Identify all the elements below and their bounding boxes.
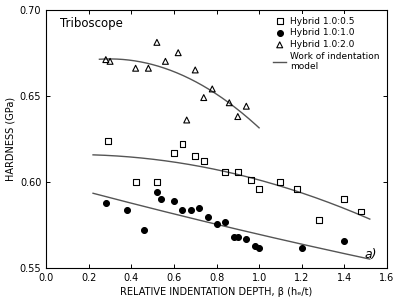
Hybrid 1.0:2.0 <box>192 68 198 72</box>
Hybrid 1.0:1.0 <box>188 207 194 212</box>
Hybrid 1.0:0.5 <box>358 209 364 214</box>
Hybrid 1.0:1.0 <box>171 199 177 204</box>
Hybrid 1.0:2.0 <box>154 40 160 45</box>
Hybrid 1.0:1.0 <box>103 200 109 205</box>
Hybrid 1.0:0.5 <box>316 218 322 222</box>
Hybrid 1.0:2.0 <box>226 100 232 105</box>
Hybrid 1.0:0.5 <box>179 142 186 147</box>
Hybrid 1.0:1.0 <box>341 238 348 243</box>
Hybrid 1.0:1.0 <box>230 235 237 240</box>
Hybrid 1.0:1.0 <box>235 235 241 240</box>
Hybrid 1.0:0.5 <box>341 197 348 202</box>
X-axis label: RELATIVE INDENTATION DEPTH, β (hₑ/t): RELATIVE INDENTATION DEPTH, β (hₑ/t) <box>120 288 313 298</box>
Hybrid 1.0:1.0 <box>141 228 147 233</box>
Hybrid 1.0:1.0 <box>222 219 228 224</box>
Hybrid 1.0:0.5 <box>256 187 262 191</box>
Hybrid 1.0:0.5 <box>235 169 241 174</box>
Hybrid 1.0:2.0 <box>107 59 113 64</box>
Hybrid 1.0:0.5 <box>294 187 301 191</box>
Hybrid 1.0:2.0 <box>132 66 139 71</box>
Hybrid 1.0:0.5 <box>247 178 254 183</box>
Hybrid 1.0:2.0 <box>235 114 241 119</box>
Hybrid 1.0:0.5 <box>222 169 228 174</box>
Hybrid 1.0:0.5 <box>192 154 198 159</box>
Y-axis label: HARDNESS (GPa): HARDNESS (GPa) <box>6 97 16 181</box>
Hybrid 1.0:2.0 <box>145 66 152 71</box>
Hybrid 1.0:1.0 <box>298 245 305 250</box>
Hybrid 1.0:0.5 <box>277 180 284 185</box>
Hybrid 1.0:2.0 <box>184 118 190 122</box>
Hybrid 1.0:0.5 <box>105 138 111 143</box>
Hybrid 1.0:2.0 <box>103 57 109 62</box>
Hybrid 1.0:2.0 <box>162 59 169 64</box>
Hybrid 1.0:1.0 <box>124 207 130 212</box>
Hybrid 1.0:1.0 <box>252 244 258 248</box>
Hybrid 1.0:0.5 <box>132 180 139 185</box>
Text: Triboscope: Triboscope <box>60 17 123 30</box>
Hybrid 1.0:1.0 <box>154 190 160 195</box>
Legend: Hybrid 1.0:0.5, Hybrid 1.0:1.0, Hybrid 1.0:2.0, Work of indentation
model: Hybrid 1.0:0.5, Hybrid 1.0:1.0, Hybrid 1… <box>270 14 382 74</box>
Hybrid 1.0:0.5 <box>200 159 207 164</box>
Hybrid 1.0:1.0 <box>158 197 164 202</box>
Hybrid 1.0:1.0 <box>196 206 203 211</box>
Hybrid 1.0:0.5 <box>154 180 160 185</box>
Hybrid 1.0:2.0 <box>243 104 250 108</box>
Text: a): a) <box>364 248 377 261</box>
Hybrid 1.0:1.0 <box>243 237 250 241</box>
Hybrid 1.0:1.0 <box>213 221 220 226</box>
Hybrid 1.0:2.0 <box>209 87 216 92</box>
Hybrid 1.0:2.0 <box>175 50 181 55</box>
Hybrid 1.0:0.5 <box>171 150 177 155</box>
Hybrid 1.0:2.0 <box>200 95 207 100</box>
Hybrid 1.0:1.0 <box>205 214 211 219</box>
Hybrid 1.0:1.0 <box>256 245 262 250</box>
Hybrid 1.0:1.0 <box>179 207 186 212</box>
